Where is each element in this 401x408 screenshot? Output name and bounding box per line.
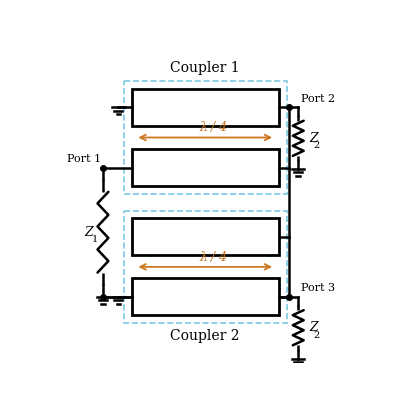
Text: Port 3: Port 3 <box>300 283 334 293</box>
Text: 2: 2 <box>313 141 319 151</box>
Text: 1: 1 <box>92 235 98 244</box>
Text: Z: Z <box>84 226 93 239</box>
Bar <box>131 278 278 315</box>
Bar <box>131 149 278 186</box>
Text: Z: Z <box>308 132 317 145</box>
Bar <box>131 89 278 126</box>
Text: λ / 4: λ / 4 <box>198 251 227 264</box>
Bar <box>124 211 286 323</box>
Text: Coupler 1: Coupler 1 <box>170 61 239 75</box>
Text: Port 1: Port 1 <box>67 154 101 164</box>
Text: Z: Z <box>308 321 317 334</box>
Text: λ / 4: λ / 4 <box>198 122 227 134</box>
Bar <box>124 81 286 194</box>
Text: 2: 2 <box>313 331 319 340</box>
Text: Port 2: Port 2 <box>300 93 334 104</box>
Text: Coupler 2: Coupler 2 <box>170 329 239 343</box>
Bar <box>131 218 278 255</box>
